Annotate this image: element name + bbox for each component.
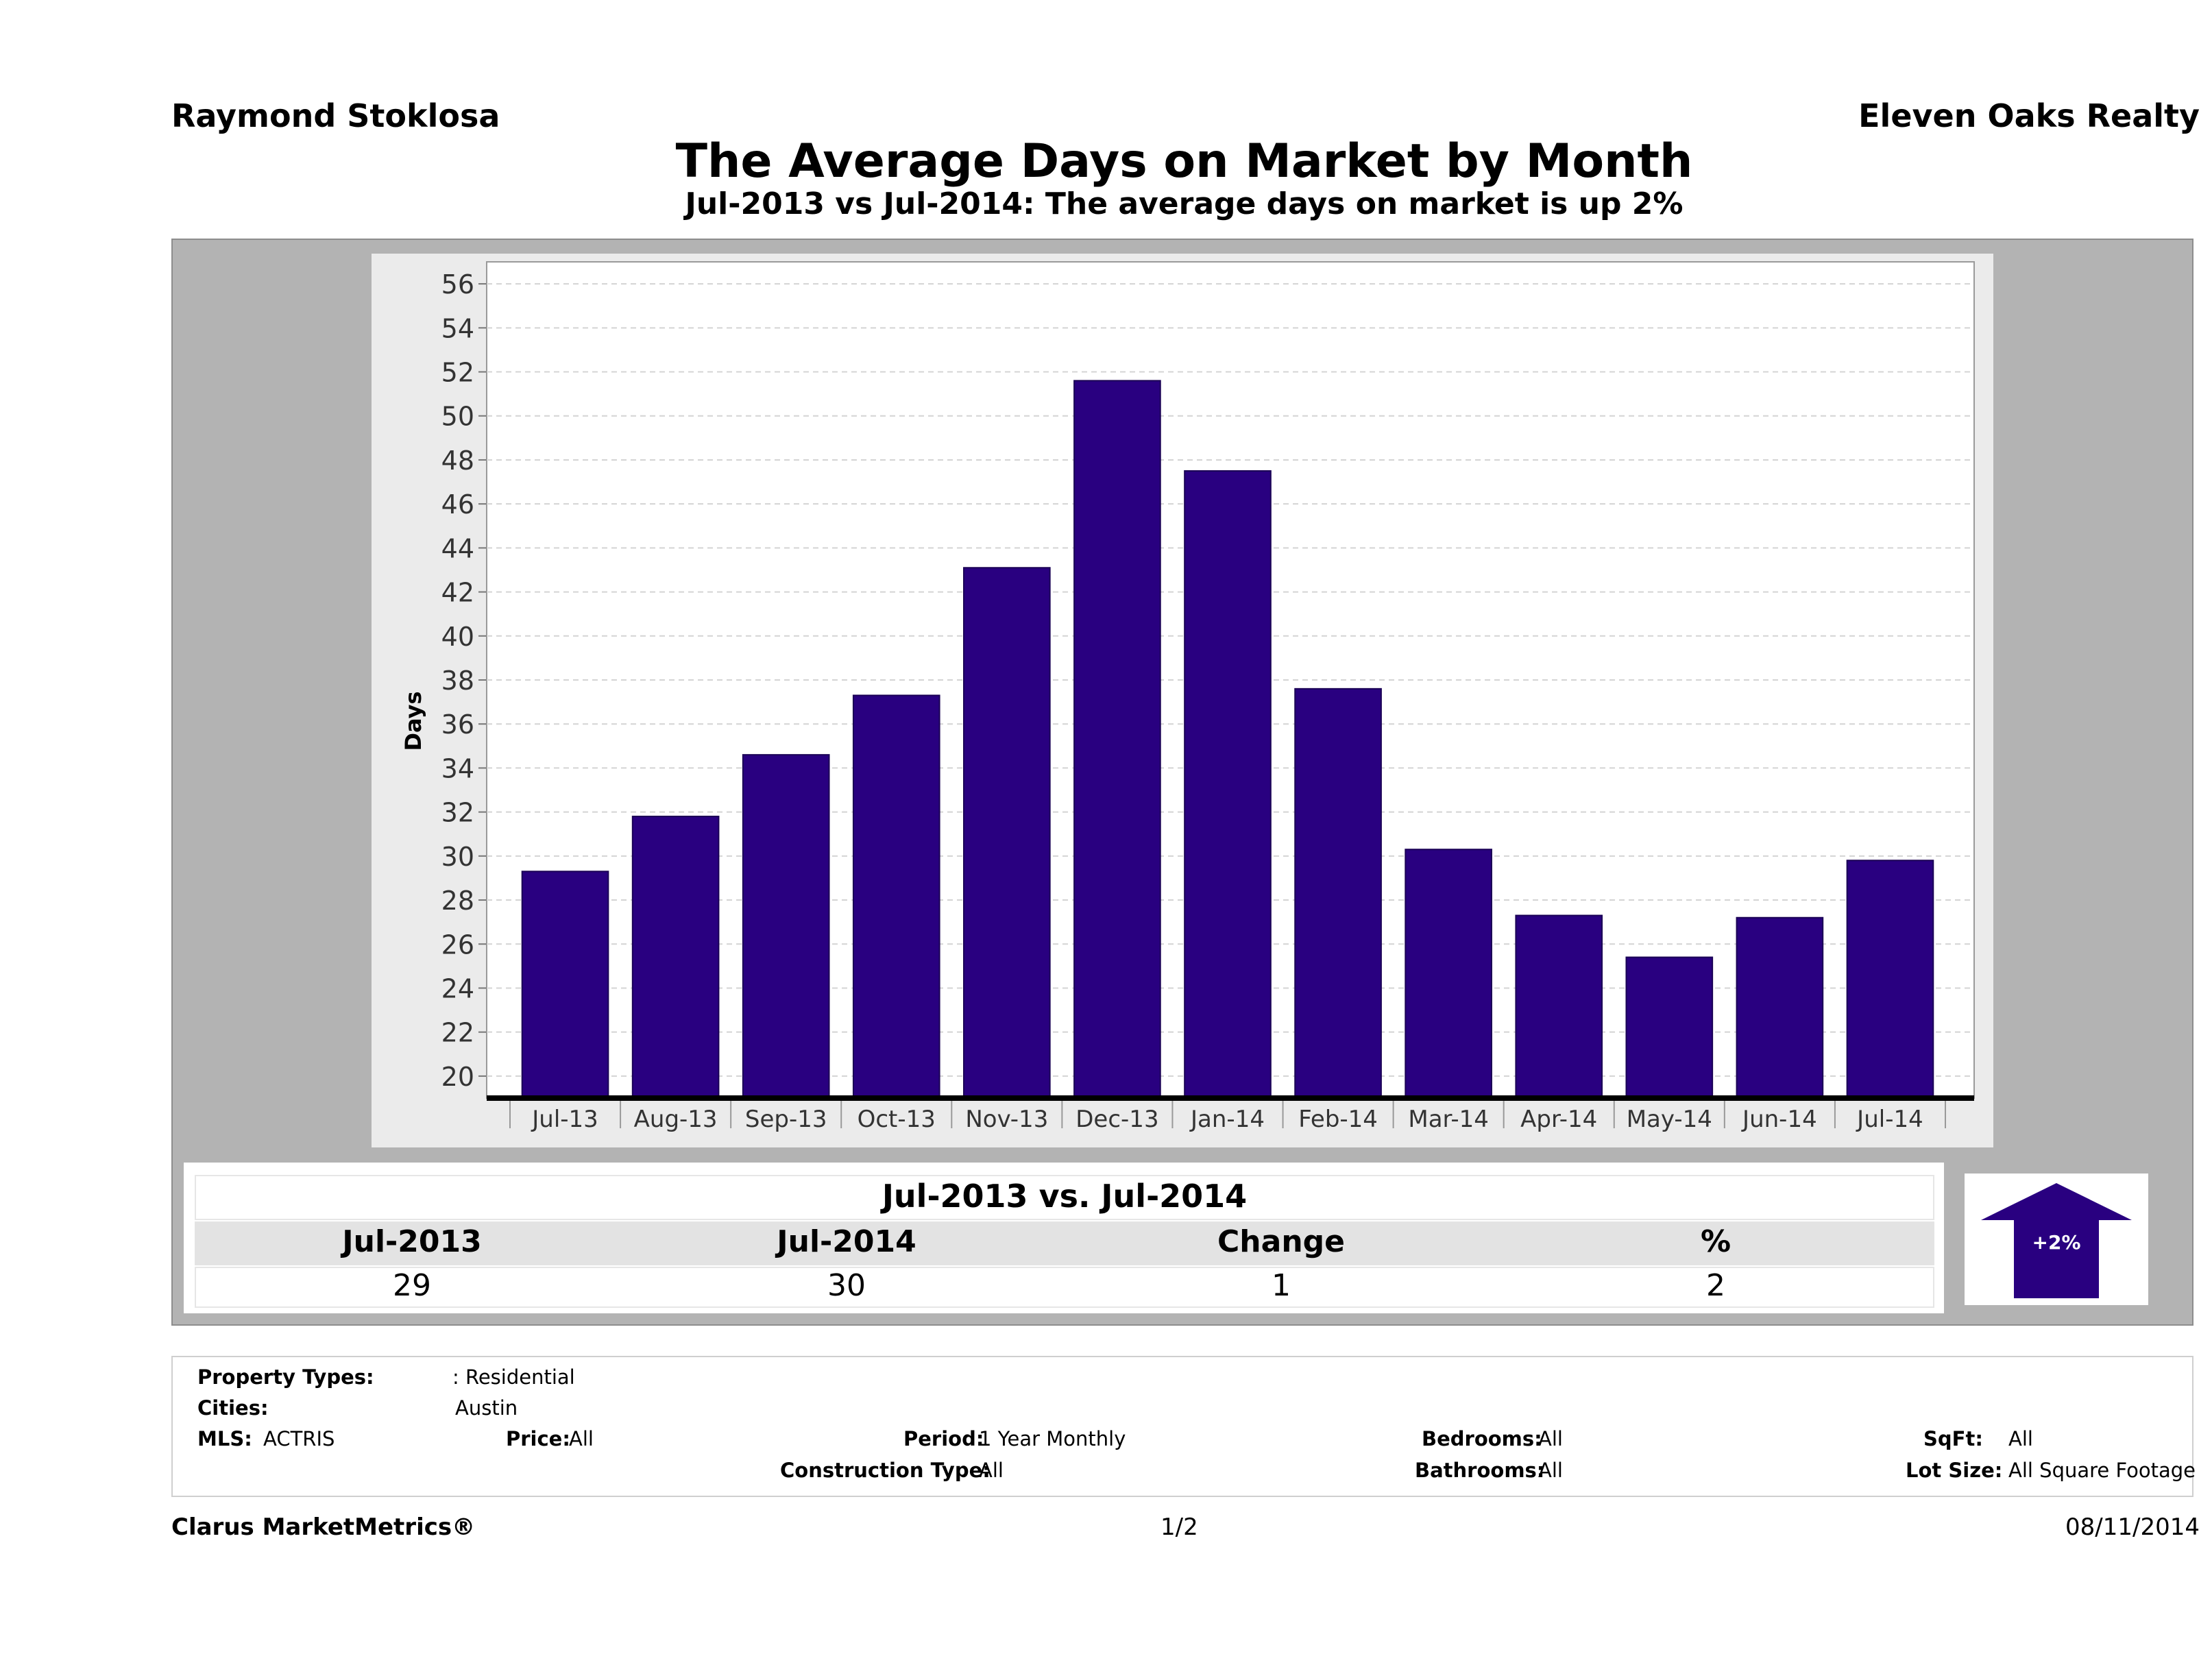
y-tick-label: 38 — [441, 666, 474, 696]
chart-subtitle: Jul-2013 vs Jul-2014: The average days o… — [685, 186, 1684, 221]
x-tick-label: Nov-13 — [965, 1106, 1048, 1133]
summary-header-band — [195, 1221, 1934, 1265]
filter-lot-size-value: All Square Footage — [2008, 1459, 2196, 1482]
agent-name: Raymond Stoklosa — [171, 97, 500, 134]
summary-title-band — [195, 1175, 1934, 1220]
y-tick-label: 40 — [441, 622, 474, 652]
bar — [1184, 470, 1272, 1099]
footer-page-number: 1/2 — [1160, 1513, 1198, 1541]
y-tick-label: 22 — [441, 1018, 474, 1048]
y-tick-label: 50 — [441, 402, 474, 432]
y-tick-label: 32 — [441, 798, 474, 828]
filter-price-label: Price: — [506, 1427, 570, 1450]
y-tick-label: 56 — [441, 269, 474, 300]
filter-lot-size-label: Lot Size: — [1906, 1459, 2003, 1482]
bar — [521, 871, 609, 1099]
filter-cities-value: Austin — [455, 1396, 518, 1420]
filter-bedrooms-label: Bedrooms: — [1422, 1427, 1542, 1450]
x-tick-label: Jul-13 — [531, 1106, 598, 1133]
bar — [1405, 849, 1492, 1099]
x-tick-label: Oct-13 — [858, 1106, 936, 1133]
summary-value-change: 1 — [1272, 1268, 1291, 1303]
up-arrow-icon: +2% — [1981, 1183, 2132, 1298]
x-tick-label: May-14 — [1627, 1106, 1712, 1133]
bar-chart: 20 22 24 26 28 30 32 34 36 38 40 42 44 46 48 50 52 54 56 Da… — [400, 261, 1975, 1133]
bar — [852, 694, 940, 1099]
filter-period-value: 1 Year Monthly — [979, 1427, 1126, 1450]
up-arrow-shape — [1981, 1183, 2132, 1298]
y-tick-label: 34 — [441, 753, 474, 783]
summary-value-percent: 2 — [1706, 1268, 1725, 1303]
x-tick-label: Jun-14 — [1741, 1106, 1817, 1133]
x-tick-label: Jul-14 — [1856, 1106, 1923, 1133]
filter-property-types-value: : Residential — [452, 1365, 575, 1389]
filter-construction-value: All — [979, 1459, 1004, 1482]
bar — [1736, 916, 1824, 1099]
filter-mls-value: ACTRIS — [263, 1427, 335, 1450]
filter-sqft-label: SqFt: — [1923, 1427, 1983, 1450]
footer-date: 08/11/2014 — [2065, 1513, 2200, 1541]
summary-header-start: Jul-2013 — [342, 1224, 482, 1259]
y-tick-label: 52 — [441, 358, 474, 388]
y-tick-label: 54 — [441, 313, 474, 343]
filter-sqft-value: All — [2008, 1427, 2033, 1450]
y-tick-label: 42 — [441, 578, 474, 608]
y-tick-label: 46 — [441, 489, 474, 520]
y-axis-label: Days — [400, 691, 426, 751]
filter-bathrooms-value: All — [1538, 1459, 1563, 1482]
y-tick-label: 26 — [441, 929, 474, 960]
footer-brand: Clarus MarketMetrics® — [171, 1513, 476, 1541]
filter-cities-label: Cities: — [197, 1396, 269, 1420]
x-tick-label: Mar-14 — [1408, 1106, 1489, 1133]
bar — [1625, 956, 1714, 1099]
bar — [631, 816, 720, 1099]
filter-price-value: All — [569, 1427, 594, 1450]
bar — [1515, 914, 1603, 1099]
filter-property-types-label: Property Types: — [197, 1365, 374, 1389]
bar — [1294, 688, 1382, 1099]
x-tick-label: Jan-14 — [1189, 1106, 1265, 1133]
y-tick-label: 44 — [441, 533, 474, 563]
chart-title: The Average Days on Market by Month — [675, 134, 1693, 189]
summary-header-percent: % — [1700, 1224, 1731, 1259]
summary-header-change: Change — [1217, 1224, 1345, 1259]
y-tick-label: 30 — [441, 842, 474, 872]
y-tick-label: 24 — [441, 973, 474, 1004]
bar — [742, 754, 830, 1099]
filter-bedrooms-value: All — [1538, 1427, 1563, 1450]
company-name: Eleven Oaks Realty — [1858, 97, 2200, 134]
summary-value-end: 30 — [827, 1268, 866, 1303]
filters-panel — [171, 1356, 2193, 1497]
y-tick-label: 20 — [441, 1062, 474, 1092]
y-tick-label: 28 — [441, 886, 474, 916]
filter-mls-label: MLS: — [197, 1427, 252, 1450]
filter-bathrooms-label: Bathrooms: — [1415, 1459, 1545, 1482]
bar — [1073, 380, 1161, 1099]
y-tick-label: 48 — [441, 446, 474, 476]
bar — [963, 567, 1051, 1099]
change-badge-label: +2% — [2032, 1231, 2081, 1254]
x-tick-label: Dec-13 — [1075, 1106, 1158, 1133]
bar — [1846, 860, 1934, 1099]
x-tick-label: Aug-13 — [634, 1106, 718, 1133]
summary-value-start: 29 — [393, 1268, 431, 1303]
summary-title: Jul-2013 vs. Jul-2014 — [882, 1178, 1248, 1215]
x-tick-label: Sep-13 — [745, 1106, 827, 1133]
summary-value-band — [195, 1267, 1934, 1308]
filter-construction-label: Construction Type: — [780, 1459, 990, 1482]
filter-period-label: Period: — [903, 1427, 984, 1450]
x-tick-label: Apr-14 — [1520, 1106, 1597, 1133]
x-tick-label: Feb-14 — [1298, 1106, 1378, 1133]
summary-header-end: Jul-2014 — [777, 1224, 916, 1259]
y-tick-label: 36 — [441, 709, 474, 740]
